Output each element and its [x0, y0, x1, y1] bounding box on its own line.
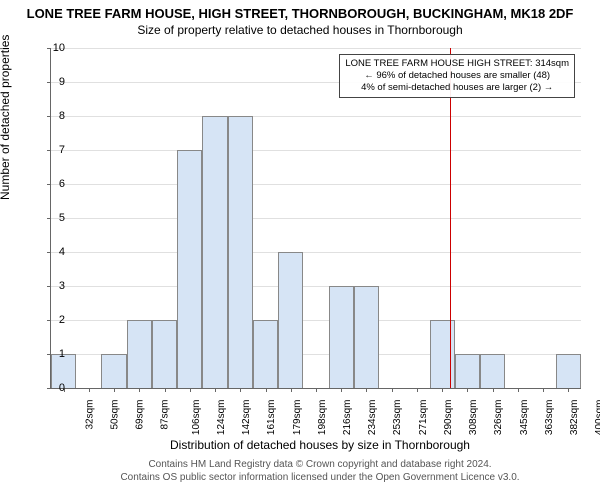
xtick-mark: [341, 388, 342, 392]
bar: [455, 354, 480, 388]
gridline: [51, 116, 581, 117]
bar: [329, 286, 354, 388]
xtick-label: 308sqm: [468, 400, 479, 436]
footer-line1: Contains HM Land Registry data © Crown c…: [20, 458, 600, 471]
bar: [556, 354, 581, 388]
xtick-mark: [316, 388, 317, 392]
bar: [228, 116, 253, 388]
xtick-label: 363sqm: [544, 400, 555, 436]
xtick-mark: [266, 388, 267, 392]
xtick-label: 179sqm: [292, 400, 303, 436]
xtick-label: 253sqm: [393, 400, 404, 436]
annotation-box: LONE TREE FARM HOUSE HIGH STREET: 314sqm…: [339, 54, 575, 98]
plot: LONE TREE FARM HOUSE HIGH STREET: 314sqm…: [50, 48, 581, 389]
footer-attribution: Contains HM Land Registry data © Crown c…: [20, 458, 600, 484]
gridline: [51, 184, 581, 185]
gridline: [51, 252, 581, 253]
ytick-label: 3: [45, 280, 65, 292]
xtick-mark: [442, 388, 443, 392]
bar: [480, 354, 505, 388]
chart-container: LONE TREE FARM HOUSE, HIGH STREET, THORN…: [0, 0, 600, 500]
annotation-line1: LONE TREE FARM HOUSE HIGH STREET: 314sqm: [345, 58, 569, 70]
xtick-mark: [392, 388, 393, 392]
xtick-label: 124sqm: [216, 400, 227, 436]
footer-line2: Contains OS public sector information li…: [20, 471, 600, 484]
bar: [202, 116, 227, 388]
xtick-label: 216sqm: [342, 400, 353, 436]
xtick-label: 382sqm: [569, 400, 580, 436]
xtick-mark: [417, 388, 418, 392]
y-axis-label: Number of detached properties: [0, 35, 12, 200]
chart-subtitle: Size of property relative to detached ho…: [0, 21, 600, 37]
xtick-mark: [518, 388, 519, 392]
ytick-label: 4: [45, 246, 65, 258]
xtick-label: 198sqm: [317, 400, 328, 436]
ytick-label: 0: [45, 382, 65, 394]
ytick-label: 9: [45, 76, 65, 88]
xtick-label: 87sqm: [160, 400, 171, 430]
xtick-label: 234sqm: [367, 400, 378, 436]
xtick-mark: [89, 388, 90, 392]
ytick-label: 7: [45, 144, 65, 156]
bar: [253, 320, 278, 388]
xtick-mark: [190, 388, 191, 392]
xtick-mark: [114, 388, 115, 392]
xtick-label: 400sqm: [594, 400, 600, 436]
ytick-label: 6: [45, 178, 65, 190]
xtick-mark: [467, 388, 468, 392]
xtick-label: 32sqm: [84, 400, 95, 430]
plot-area: LONE TREE FARM HOUSE HIGH STREET: 314sqm…: [50, 48, 580, 388]
xtick-mark: [291, 388, 292, 392]
bar: [127, 320, 152, 388]
xtick-mark: [165, 388, 166, 392]
xtick-mark: [543, 388, 544, 392]
xtick-mark: [366, 388, 367, 392]
gridline: [51, 48, 581, 49]
bar: [152, 320, 177, 388]
xtick-label: 290sqm: [443, 400, 454, 436]
ytick-label: 8: [45, 110, 65, 122]
annotation-line2: ← 96% of detached houses are smaller (48…: [345, 70, 569, 82]
marker-line: [450, 48, 451, 388]
bar: [177, 150, 202, 388]
xtick-mark: [493, 388, 494, 392]
gridline: [51, 286, 581, 287]
xtick-label: 142sqm: [241, 400, 252, 436]
ytick-label: 1: [45, 348, 65, 360]
xtick-mark: [215, 388, 216, 392]
xtick-label: 69sqm: [135, 400, 146, 430]
bar: [101, 354, 126, 388]
xtick-label: 271sqm: [418, 400, 429, 436]
bar: [278, 252, 303, 388]
gridline: [51, 150, 581, 151]
chart-title: LONE TREE FARM HOUSE, HIGH STREET, THORN…: [0, 0, 600, 21]
xtick-label: 326sqm: [494, 400, 505, 436]
annotation-line3: 4% of semi-detached houses are larger (2…: [345, 82, 569, 94]
xtick-label: 345sqm: [519, 400, 530, 436]
xtick-mark: [240, 388, 241, 392]
gridline: [51, 218, 581, 219]
ytick-label: 5: [45, 212, 65, 224]
xtick-mark: [568, 388, 569, 392]
ytick-label: 10: [45, 42, 65, 54]
x-axis-label: Distribution of detached houses by size …: [20, 438, 600, 452]
bar: [354, 286, 379, 388]
xtick-label: 106sqm: [191, 400, 202, 436]
xtick-mark: [139, 388, 140, 392]
xtick-label: 50sqm: [109, 400, 120, 430]
xtick-label: 161sqm: [266, 400, 277, 436]
ytick-label: 2: [45, 314, 65, 326]
